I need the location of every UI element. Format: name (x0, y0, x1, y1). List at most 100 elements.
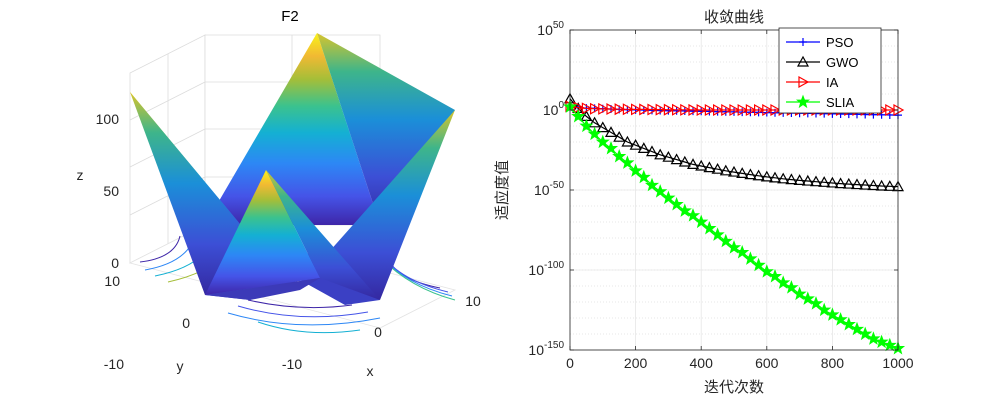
data-point (645, 145, 659, 157)
data-point (776, 275, 791, 289)
x-tick-label: -10 (282, 356, 302, 372)
data-point (712, 103, 724, 117)
y-tick-label: 100 (543, 100, 565, 118)
data-point (680, 103, 692, 116)
data-point (603, 140, 619, 155)
data-point (644, 177, 660, 192)
data-point (654, 148, 667, 160)
data-point (596, 121, 609, 133)
data-point (598, 102, 610, 115)
data-point (833, 312, 848, 326)
x-tick-label: 0 (374, 324, 382, 340)
data-point (784, 280, 799, 294)
data-point (885, 103, 897, 117)
x-tick-label: 600 (755, 355, 779, 371)
data-point (743, 251, 758, 265)
y-tick-label: 10-150 (528, 340, 564, 358)
surface-y-label: y (177, 358, 184, 374)
data-point (768, 171, 782, 183)
data-point (762, 103, 774, 117)
x-tick-label: 0 (566, 355, 574, 371)
data-point (621, 135, 634, 147)
surface-mesh (130, 33, 455, 305)
data-point (620, 155, 635, 169)
chart-title: 收敛曲线 (704, 8, 764, 26)
z-tick-label: 0 (111, 255, 119, 271)
data-point (874, 334, 889, 349)
legend: PSO GWO IA SLIA (778, 27, 882, 114)
data-point (826, 176, 839, 188)
data-point (745, 103, 757, 117)
data-point (636, 169, 651, 184)
data-point (662, 150, 675, 162)
data-point (793, 174, 806, 185)
data-point (744, 168, 757, 180)
data-point (834, 177, 847, 189)
data-point (759, 264, 774, 278)
data-point (678, 155, 691, 167)
series-gwo (563, 92, 905, 192)
data-point (663, 103, 675, 116)
data-point (704, 103, 716, 117)
y-tick-label: 10-100 (528, 260, 564, 278)
data-point (882, 337, 897, 352)
data-point (696, 103, 708, 117)
series-layer (562, 92, 906, 355)
y-tick-label: -10 (104, 356, 124, 372)
data-point (736, 167, 749, 178)
data-point (579, 118, 594, 133)
x-tick-labels: -10 0 10 (282, 293, 481, 372)
data-point (639, 103, 651, 116)
data-point (796, 55, 810, 67)
y-tick-label: 10 (104, 273, 120, 289)
data-point (818, 176, 831, 187)
data-point (825, 307, 840, 321)
data-point (809, 175, 823, 187)
data-point (669, 196, 684, 211)
data-point (670, 153, 683, 165)
data-point (719, 164, 732, 176)
z-tick-labels: 0 50 100 (96, 111, 120, 271)
data-point (702, 220, 717, 235)
data-point (798, 75, 810, 89)
x-tick-label: 1000 (882, 355, 913, 371)
legend-label: IA (826, 75, 839, 90)
data-point (573, 101, 585, 114)
z-tick-label: 100 (96, 111, 120, 127)
x-tick-labels: 0 200 400 600 800 1000 (566, 355, 914, 371)
data-point (581, 102, 593, 115)
y-tick-label: 1050 (537, 20, 564, 38)
data-point (760, 170, 773, 182)
data-point (767, 268, 783, 283)
surface-plot: 0 50 100 -10 0 10 -10 0 10 F2 z y x (77, 8, 481, 379)
legend-item-ia: IA (786, 75, 839, 90)
data-point (622, 103, 634, 116)
data-point (799, 38, 807, 46)
data-point (800, 291, 815, 305)
data-point (661, 190, 676, 205)
data-point (751, 257, 766, 272)
data-point (612, 148, 627, 163)
data-point (785, 173, 798, 185)
data-point (629, 138, 642, 150)
data-point (849, 321, 865, 336)
data-point (721, 103, 733, 117)
data-point (685, 208, 701, 222)
data-point (729, 103, 741, 117)
data-point (718, 233, 733, 248)
y-tick-labels: -10 0 10 (104, 273, 190, 372)
data-point (589, 102, 601, 115)
data-point (883, 180, 896, 191)
legend-item-slia: SLIA (786, 94, 855, 110)
data-point (606, 103, 618, 116)
y-tick-labels: 1050 100 10-50 10-100 10-150 (528, 20, 564, 358)
legend-item-pso: PSO (786, 35, 853, 50)
data-point (808, 296, 824, 310)
data-point (792, 286, 807, 301)
legend-item-gwo: GWO (786, 55, 859, 70)
x-axis-label: 迭代次数 (704, 378, 764, 396)
data-point (655, 103, 667, 116)
data-point (694, 214, 709, 229)
